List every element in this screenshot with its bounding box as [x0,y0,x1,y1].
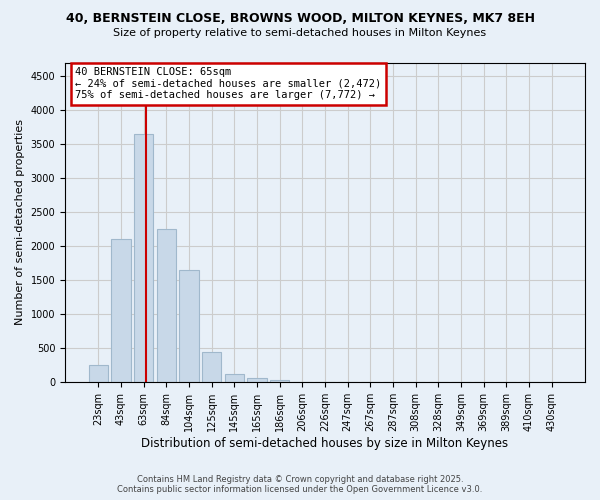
Bar [157,229,176,382]
Text: 40 BERNSTEIN CLOSE: 65sqm
← 24% of semi-detached houses are smaller (2,472)
75% : 40 BERNSTEIN CLOSE: 65sqm ← 24% of semi-… [76,68,382,100]
Bar [134,134,153,382]
Bar [270,380,289,382]
Text: Size of property relative to semi-detached houses in Milton Keynes: Size of property relative to semi-detach… [113,28,487,38]
Bar [112,240,131,382]
Bar [89,366,108,382]
Bar [247,378,266,382]
Bar [179,270,199,382]
Text: Contains HM Land Registry data © Crown copyright and database right 2025.
Contai: Contains HM Land Registry data © Crown c… [118,474,482,494]
Text: 40, BERNSTEIN CLOSE, BROWNS WOOD, MILTON KEYNES, MK7 8EH: 40, BERNSTEIN CLOSE, BROWNS WOOD, MILTON… [65,12,535,26]
Y-axis label: Number of semi-detached properties: Number of semi-detached properties [15,120,25,326]
Bar [224,374,244,382]
X-axis label: Distribution of semi-detached houses by size in Milton Keynes: Distribution of semi-detached houses by … [142,437,509,450]
Bar [202,352,221,382]
